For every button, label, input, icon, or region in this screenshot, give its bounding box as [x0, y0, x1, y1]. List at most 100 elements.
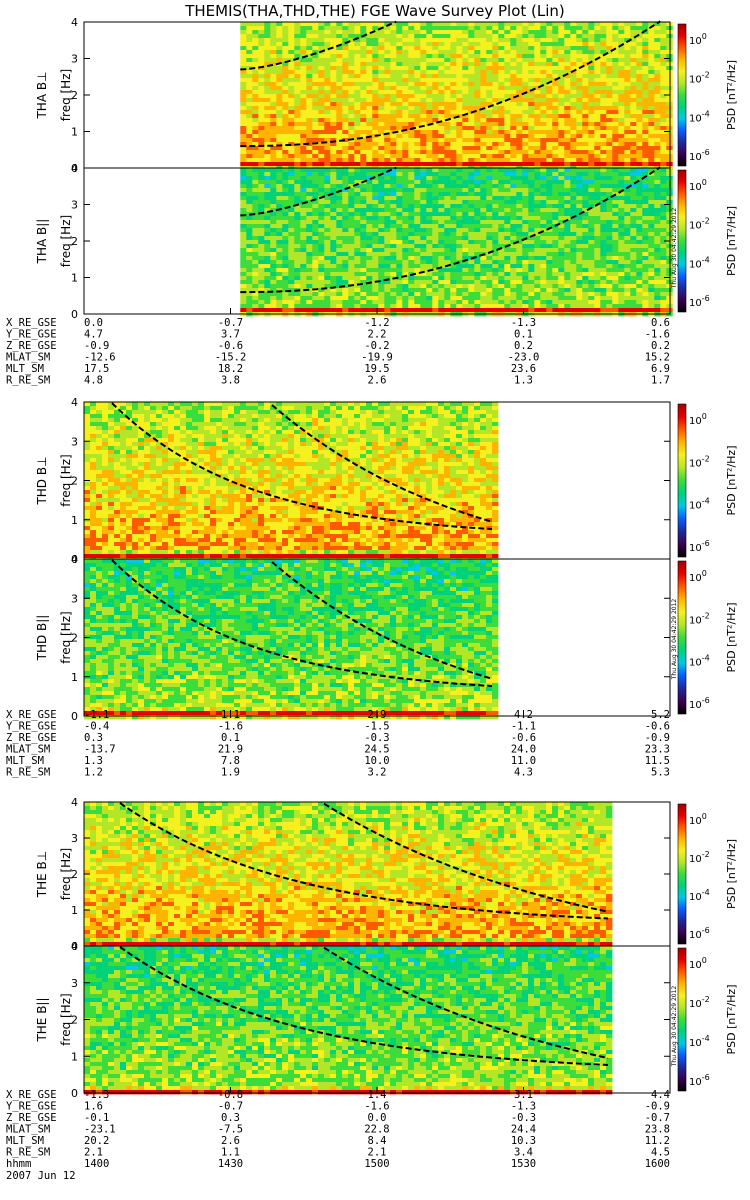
heatmap-cell: [510, 276, 517, 281]
heatmap-cell: [552, 118, 559, 123]
heatmap-cell: [570, 224, 577, 229]
heatmap-cell: [516, 216, 523, 221]
heatmap-cell: [588, 308, 595, 313]
heatmap-cell: [444, 94, 451, 99]
heatmap-cell: [540, 30, 547, 35]
heatmap-cell: [546, 82, 553, 87]
heatmap-cell: [246, 142, 253, 147]
heatmap-cell: [528, 292, 535, 297]
heatmap-cell: [420, 122, 427, 127]
heatmap-cell: [480, 134, 487, 139]
heatmap-cell: [486, 54, 493, 59]
heatmap-cell: [606, 280, 613, 285]
heatmap-cell: [504, 106, 511, 111]
heatmap-cell: [462, 146, 469, 151]
heatmap-cell: [576, 204, 583, 209]
heatmap-cell: [510, 304, 517, 309]
heatmap-cell: [342, 284, 349, 289]
heatmap-cell: [282, 220, 289, 225]
heatmap-cell: [348, 90, 355, 95]
heatmap-cell: [294, 232, 301, 237]
heatmap-cell: [372, 204, 379, 209]
heatmap-cell: [408, 188, 415, 193]
heatmap-cell: [414, 204, 421, 209]
heatmap-cell: [606, 62, 613, 67]
heatmap-cell: [306, 62, 313, 67]
heatmap-cell: [420, 192, 427, 197]
heatmap-cell: [486, 200, 493, 205]
heatmap-cell: [588, 146, 595, 151]
heatmap-cell: [306, 86, 313, 91]
heatmap-cell: [240, 118, 247, 123]
heatmap-cell: [498, 300, 505, 305]
heatmap-cell: [648, 26, 655, 31]
heatmap-cell: [558, 98, 565, 103]
heatmap-cell: [438, 26, 445, 31]
heatmap-cell: [582, 66, 589, 71]
heatmap-cell: [456, 288, 463, 293]
heatmap-cell: [450, 276, 457, 281]
heatmap-cell: [492, 268, 499, 273]
heatmap-cell: [306, 292, 313, 297]
heatmap-cell: [294, 90, 301, 95]
heatmap-cell: [516, 58, 523, 63]
heatmap-cell: [426, 168, 433, 173]
heatmap-cell: [552, 142, 559, 147]
heatmap-cell: [306, 288, 313, 293]
heatmap-cell: [294, 204, 301, 209]
heatmap-cell: [318, 162, 325, 167]
heatmap-cell: [624, 58, 631, 63]
heatmap-cell: [594, 296, 601, 301]
heatmap-cell: [558, 78, 565, 83]
heatmap-cell: [324, 296, 331, 301]
heatmap-cell: [318, 180, 325, 185]
heatmap-cell: [342, 204, 349, 209]
heatmap-cell: [252, 192, 259, 197]
heatmap-cell: [432, 78, 439, 83]
heatmap-cell: [486, 232, 493, 237]
heatmap-cell: [240, 252, 247, 257]
heatmap-cell: [336, 94, 343, 99]
heatmap-cell: [342, 106, 349, 111]
heatmap-cell: [504, 46, 511, 51]
heatmap-cell: [264, 280, 271, 285]
heatmap-cell: [546, 184, 553, 189]
heatmap-cell: [276, 308, 283, 313]
heatmap-cell: [594, 94, 601, 99]
heatmap-cell: [240, 30, 247, 35]
heatmap-cell: [492, 146, 499, 151]
heatmap-cell: [330, 34, 337, 39]
heatmap-cell: [582, 176, 589, 181]
heatmap-cell: [612, 196, 619, 201]
heatmap-cell: [330, 260, 337, 265]
heatmap-cell: [240, 126, 247, 131]
heatmap-cell: [480, 240, 487, 245]
heatmap-cell: [402, 304, 409, 309]
heatmap-cell: [276, 220, 283, 225]
heatmap-cell: [426, 46, 433, 51]
heatmap-cell: [654, 126, 661, 131]
heatmap-cell: [576, 162, 583, 167]
heatmap-cell: [342, 224, 349, 229]
heatmap-cell: [258, 220, 265, 225]
heatmap-cell: [618, 86, 625, 91]
heatmap-cell: [372, 236, 379, 241]
heatmap-cell: [624, 142, 631, 147]
heatmap-cell: [324, 212, 331, 217]
heatmap-cell: [606, 288, 613, 293]
heatmap-cell: [312, 244, 319, 249]
heatmap-cell: [594, 304, 601, 309]
heatmap-cell: [414, 162, 421, 167]
heatmap-cell: [486, 50, 493, 55]
heatmap-cell: [348, 98, 355, 103]
heatmap-cell: [462, 216, 469, 221]
heatmap-cell: [630, 150, 637, 155]
heatmap-cell: [528, 268, 535, 273]
heatmap-cell: [360, 216, 367, 221]
heatmap-cell: [378, 34, 385, 39]
heatmap-cell: [612, 98, 619, 103]
heatmap-cell: [528, 62, 535, 67]
heatmap-cell: [396, 184, 403, 189]
heatmap-cell: [300, 272, 307, 277]
heatmap-cell: [432, 300, 439, 305]
